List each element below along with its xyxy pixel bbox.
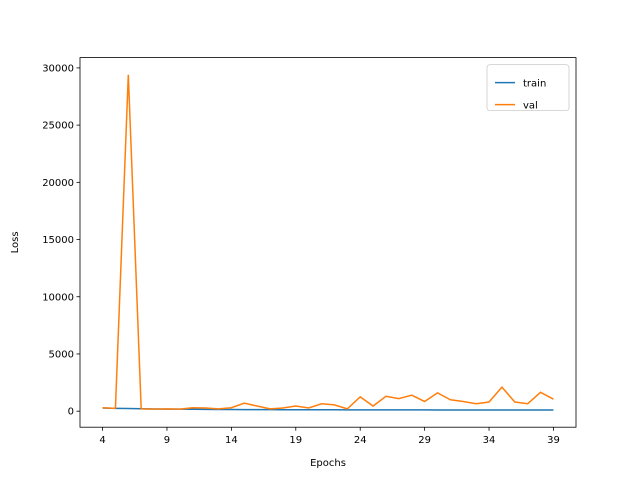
y-tick-label: 0 <box>68 407 74 418</box>
x-tick-label: 34 <box>483 435 496 446</box>
x-tick-label: 29 <box>418 435 431 446</box>
legend-label: train <box>523 79 546 90</box>
y-tick-label: 20000 <box>42 178 74 189</box>
line-series <box>102 74 554 410</box>
legend-label: val <box>523 101 538 112</box>
x-tick-label: 4 <box>99 435 105 446</box>
plot-frame <box>79 57 577 428</box>
x-axis-label: Epochs <box>310 458 346 469</box>
y-tick-label: 10000 <box>42 292 74 303</box>
y-tick-label: 15000 <box>42 235 74 246</box>
x-tick-label: 14 <box>225 435 238 446</box>
x-tick-label: 39 <box>547 435 560 446</box>
x-tick-label: 19 <box>289 435 302 446</box>
y-tick-label: 5000 <box>49 349 74 360</box>
y-tick-label: 25000 <box>42 121 74 132</box>
y-tick-label: 30000 <box>42 63 74 74</box>
x-tick-label: 9 <box>164 435 170 446</box>
legend-box <box>486 64 570 111</box>
x-tick-label: 24 <box>354 435 367 446</box>
y-axis-label: Loss <box>10 231 21 253</box>
